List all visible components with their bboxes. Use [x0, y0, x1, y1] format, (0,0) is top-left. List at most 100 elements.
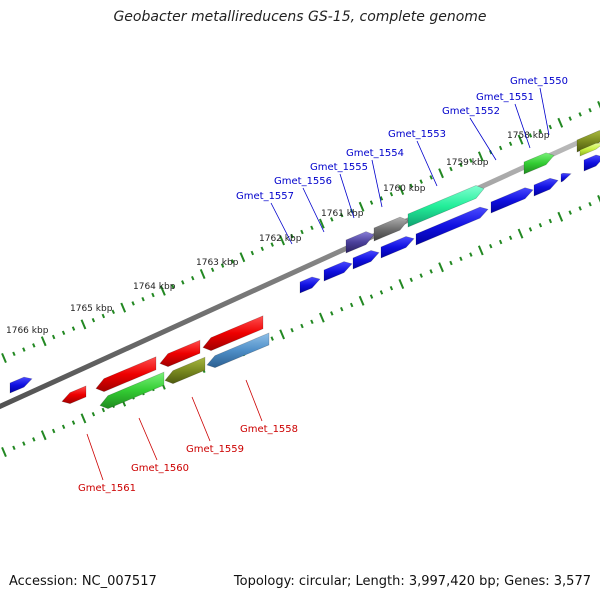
minor-tick	[71, 326, 76, 331]
leader-line	[191, 396, 211, 442]
minor-tick	[459, 256, 463, 262]
major-tick	[40, 336, 47, 347]
minor-tick	[12, 445, 16, 451]
minor-tick	[578, 112, 582, 117]
minor-tick	[429, 269, 433, 274]
leader-line	[138, 417, 158, 461]
minor-tick	[548, 218, 553, 224]
gene-label: Gmet_1553	[388, 129, 446, 140]
gene-feature	[415, 206, 489, 246]
minor-tick	[310, 319, 314, 325]
minor-tick	[369, 200, 374, 205]
minor-tick	[508, 141, 513, 147]
map-title: Geobacter metallireducens GS-15, complet…	[113, 9, 487, 25]
minor-tick	[71, 420, 76, 425]
gene-feature	[323, 261, 353, 282]
minor-tick	[340, 212, 344, 218]
major-tick	[120, 302, 127, 313]
leader-line	[416, 140, 438, 187]
gene-feature	[583, 154, 600, 172]
gene-feature	[206, 332, 270, 368]
outer-tick-ring	[1, 101, 600, 363]
leader-line	[371, 159, 383, 208]
tick-label: 1763 kbp	[196, 258, 239, 268]
major-tick	[358, 201, 365, 212]
minor-tick	[12, 351, 16, 357]
minor-tick	[548, 124, 553, 130]
major-tick	[398, 185, 405, 195]
gene-feature	[99, 371, 165, 409]
minor-tick	[588, 107, 592, 113]
minor-tick	[260, 246, 264, 252]
leader-line	[302, 187, 325, 233]
minor-tick	[419, 273, 423, 278]
major-tick	[199, 269, 206, 279]
major-tick	[80, 319, 87, 330]
minor-tick	[498, 239, 503, 245]
minor-tick	[91, 317, 96, 323]
minor-tick	[538, 222, 543, 228]
gene-label: Gmet_1551	[476, 92, 534, 103]
minor-tick	[310, 225, 314, 231]
minor-tick	[449, 260, 453, 266]
minor-tick	[330, 217, 334, 222]
major-tick	[279, 235, 286, 246]
minor-tick	[101, 407, 106, 413]
major-tick	[438, 168, 444, 179]
leader-line	[86, 433, 104, 481]
major-tick	[318, 218, 325, 229]
leader-line	[469, 117, 497, 161]
gene-label: Gmet_1556	[274, 176, 332, 187]
minor-tick	[389, 285, 394, 291]
minor-tick	[568, 210, 572, 215]
gene-feature	[560, 172, 572, 183]
minor-tick	[290, 327, 294, 333]
gene-label: Gmet_1550	[510, 76, 568, 87]
gene-label: Gmet_1558	[240, 424, 298, 435]
gene-feature	[579, 142, 600, 157]
major-tick	[80, 413, 87, 424]
minor-tick	[469, 158, 473, 163]
gene-label: Gmet_1559	[186, 444, 244, 455]
minor-tick	[528, 133, 533, 138]
minor-tick	[578, 206, 582, 211]
major-tick	[358, 295, 365, 306]
gene-feature	[299, 276, 321, 294]
gene-feature	[523, 152, 555, 175]
minor-tick	[568, 116, 572, 121]
gene-feature	[533, 177, 559, 197]
gene-feature	[490, 187, 534, 214]
minor-tick	[369, 294, 374, 299]
gene-label: Gmet_1561	[78, 483, 136, 494]
minor-tick	[131, 301, 135, 306]
tick-label: 1760 kbp	[383, 184, 426, 194]
minor-tick	[469, 252, 473, 257]
genome-backbone	[0, 129, 600, 410]
gene-label: Gmet_1552	[442, 106, 500, 117]
major-tick	[477, 245, 484, 256]
reverse-gene-labels: Gmet_1558 Gmet_1559 Gmet_1560 Gmet_1561	[78, 379, 298, 494]
minor-tick	[270, 242, 274, 247]
accession-label: Accession: NC_007517	[9, 574, 157, 589]
leader-line	[514, 103, 531, 149]
gene-feature	[345, 231, 375, 254]
gene-feature	[61, 385, 87, 404]
minor-tick	[379, 290, 384, 295]
minor-tick	[22, 441, 26, 446]
minor-tick	[300, 229, 304, 235]
tick-label: 1759 kbp	[446, 158, 489, 168]
tick-label: 1758 kbp	[507, 131, 550, 141]
gene-feature	[164, 356, 206, 384]
minor-tick	[51, 334, 56, 340]
gene-label: Gmet_1557	[236, 191, 294, 202]
minor-tick	[330, 311, 334, 316]
major-tick	[1, 353, 7, 363]
minor-tick	[32, 437, 36, 442]
major-tick	[318, 312, 325, 323]
minor-tick	[300, 323, 304, 329]
minor-tick	[409, 183, 413, 189]
minor-tick	[181, 280, 185, 285]
minor-tick	[250, 250, 255, 256]
minor-tick	[141, 296, 145, 302]
